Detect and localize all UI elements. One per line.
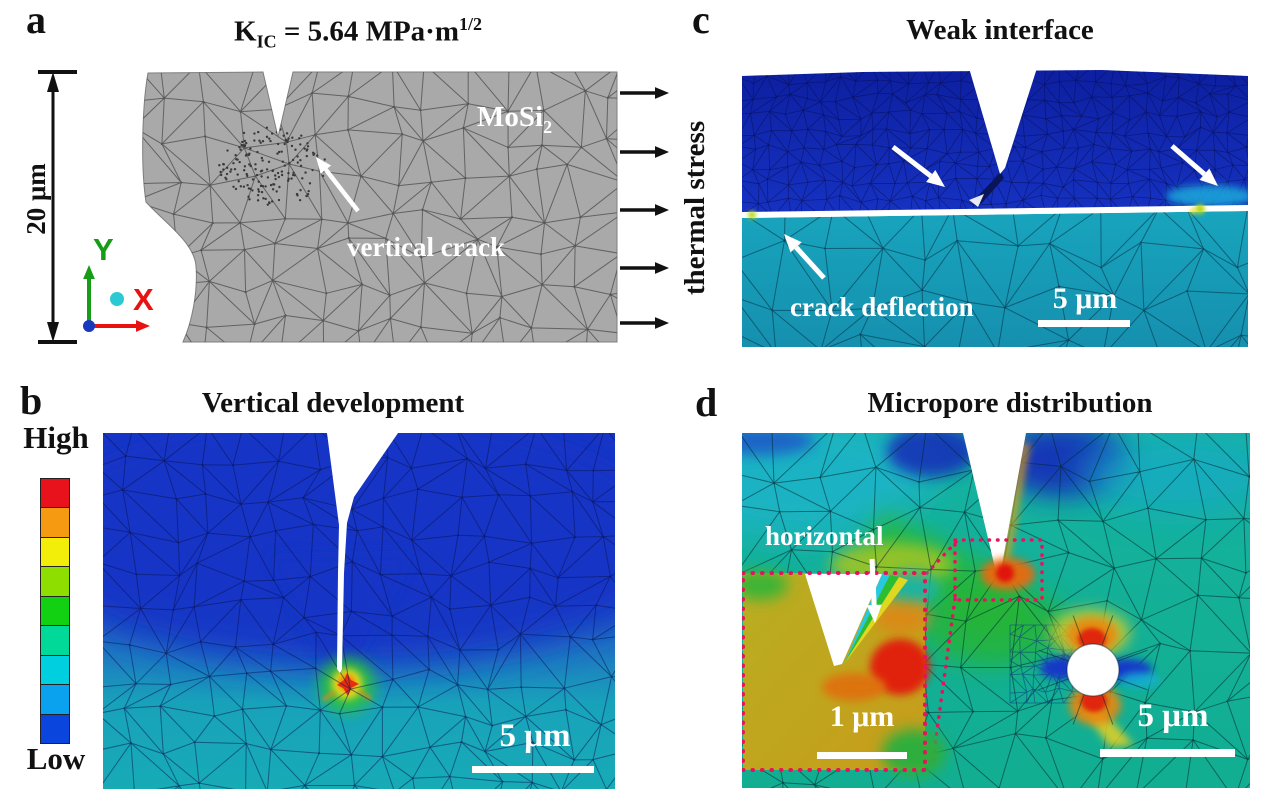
notch-c <box>969 68 1037 174</box>
inset-orange-under-tip <box>822 673 886 701</box>
colorbar-swatch <box>41 625 69 655</box>
panel-d-scalebar-label: 5 μm <box>1137 698 1209 734</box>
inset-notch <box>805 574 882 666</box>
coordinate-axes-icon <box>83 265 150 332</box>
interface-stress-spot-right <box>1195 204 1205 214</box>
zoom-connector-top <box>924 540 958 576</box>
panel-d-title: Micropore distribution <box>867 387 1153 419</box>
panel-d-stress-image <box>742 433 1250 788</box>
panel-c-scalebar-label: 5 μm <box>1052 282 1118 315</box>
panel-a-fem-mesh <box>142 72 617 342</box>
crack-deflection-label: crack deflection <box>790 292 974 322</box>
colorbar-swatch <box>41 507 69 537</box>
colorbar-high-label: High <box>23 420 89 455</box>
interface-stress-spot-left <box>748 211 756 219</box>
colorbar-swatches <box>40 478 70 744</box>
zoom-connector-bottom <box>930 597 957 769</box>
panel-b-stress-image <box>103 433 615 789</box>
notch-d <box>963 433 1026 572</box>
inset-scalebar-label: 1 μm <box>829 700 895 733</box>
mesh-refinement-zone <box>218 126 326 206</box>
inset-green-bottomright <box>882 729 946 777</box>
colorbar-swatch <box>41 684 69 714</box>
dimension-arrow <box>38 70 77 344</box>
material-name: MoSi <box>477 101 544 133</box>
panel-c-stress-image <box>742 68 1248 347</box>
weak-interface-line <box>742 205 1248 218</box>
blue-zone <box>103 433 615 668</box>
colorbar-swatch <box>41 479 69 508</box>
panel-c-label: c <box>692 0 710 42</box>
material-sub: 2 <box>543 116 553 137</box>
interface-stress-spot-right2 <box>1190 208 1196 214</box>
cyan-zone-topright <box>1082 437 1250 513</box>
notch-and-vertical-crack <box>327 433 398 673</box>
panel-c-scalebar <box>1038 320 1130 327</box>
panel-d-scalebar <box>1100 749 1235 757</box>
inset-red-blob <box>870 639 930 695</box>
panel-a-title: KIC = 5.64 MPa·m1/2 <box>178 14 538 52</box>
panel-d-label: d <box>695 380 718 425</box>
colorbar-swatch <box>41 654 69 685</box>
panel-b-title: Vertical development <box>201 387 465 419</box>
kic-exponent: 1/2 <box>459 14 482 34</box>
micropore <box>1066 643 1120 697</box>
cyan-stress-smear <box>1166 185 1248 207</box>
panel-b-scalebar <box>472 766 594 773</box>
panel-b-label: b <box>20 378 43 423</box>
mosi2-body <box>142 71 618 343</box>
tip-stress-streak-right <box>357 689 373 701</box>
kic-symbol: K <box>234 15 257 48</box>
green-below-tip <box>920 583 1064 667</box>
pore-mesh-fan <box>1038 615 1148 725</box>
material-label: MoSi2 <box>477 101 552 138</box>
tip-stress-streak-left <box>321 690 337 702</box>
thermal-stress-label: thermal stress <box>679 120 711 296</box>
kic-subscript: IC <box>256 31 277 52</box>
inset-orange-right <box>874 602 930 634</box>
interface-pointer-arrows <box>784 144 1218 280</box>
blue-streak-topleft <box>742 433 815 455</box>
inset-band-cyan <box>844 574 890 664</box>
vertical-crack-label: vertical crack <box>347 232 506 262</box>
kic-value: = 5.64 MPa·m <box>276 15 460 48</box>
zoom-source-box <box>953 538 1044 602</box>
crack-opening-sliver <box>969 194 984 207</box>
lower-layer <box>742 211 1248 347</box>
panel-a-mesh-image <box>142 71 618 343</box>
axis-y-label: Y <box>93 232 114 267</box>
panel-c-title: Weak interface <box>906 14 1094 46</box>
tip-hotspot-red <box>996 564 1014 582</box>
inset-band-yellow <box>844 577 908 664</box>
colorbar-low-label: Low <box>26 741 86 776</box>
orange-streak-notch-face <box>1000 442 1030 566</box>
dimension-label: 20 μm <box>21 163 51 235</box>
colorbar-swatch <box>41 595 69 626</box>
horizontal-label: horizontal <box>765 521 884 551</box>
horizontal-crack-arrow <box>866 558 882 623</box>
thermal-stress-arrows <box>620 87 669 329</box>
panel-a-label: a <box>26 0 46 42</box>
colorbar-swatch <box>41 713 69 743</box>
axis-x-label: X <box>133 282 154 317</box>
blue-patch-left-of-notch <box>887 433 977 477</box>
colorbar-swatch <box>41 536 69 567</box>
inset-scalebar <box>817 752 907 759</box>
zoom-inset <box>742 570 946 777</box>
colorbar-swatch <box>41 566 69 596</box>
panel-b-scalebar-label: 5 μm <box>499 718 571 754</box>
coarse-mesh-lower <box>742 211 1248 347</box>
pore-red-bottom <box>1081 690 1107 712</box>
panel-b-fem-mesh <box>103 433 615 789</box>
pore-cyan-fringe <box>1120 672 1160 688</box>
pore-red-top <box>1078 628 1106 650</box>
inset-green-topleft <box>742 570 788 600</box>
inset-band-green <box>844 575 899 664</box>
crack-pointer-arrow <box>316 157 360 213</box>
